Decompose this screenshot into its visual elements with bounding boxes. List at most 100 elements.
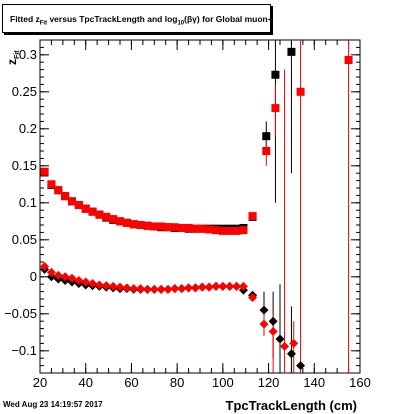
x-tick-label: 120: [258, 375, 280, 390]
data-point-diamond: [289, 338, 299, 348]
data-point-diamond: [177, 284, 187, 294]
data-point-diamond: [81, 277, 91, 287]
data-point-square: [54, 186, 63, 195]
data-point-diamond: [136, 284, 146, 294]
data-point-square: [177, 223, 186, 232]
data-point-square: [47, 180, 56, 189]
data-point-diamond: [211, 281, 221, 291]
data-point-diamond: [190, 283, 200, 293]
data-point-diamond: [115, 282, 125, 292]
data-point-square: [184, 223, 193, 232]
data-point-square: [116, 217, 124, 226]
data-point-square: [143, 221, 152, 230]
data-point-square: [271, 70, 280, 79]
y-tick-label: −0.1: [11, 343, 37, 358]
data-point-diamond: [268, 316, 278, 326]
data-point-diamond: [286, 349, 296, 359]
x-tick-label: 60: [124, 375, 138, 390]
chart-title: Fitted zFit versus TpcTrackLength and lo…: [10, 14, 273, 27]
data-point-square: [170, 223, 179, 232]
y-tick-label: 0.1: [19, 195, 37, 210]
data-point-square: [74, 201, 83, 210]
data-point-diamond: [156, 284, 166, 294]
data-point-diamond: [170, 284, 180, 294]
data-point-square: [102, 212, 111, 221]
y-tick-label: 0.05: [12, 232, 37, 247]
data-point-diamond: [184, 283, 194, 293]
data-point-diamond: [218, 281, 228, 291]
data-point-diamond: [238, 281, 248, 291]
data-point-square: [271, 104, 280, 113]
y-tick-label: 0.25: [12, 84, 37, 99]
data-point-square: [225, 226, 234, 235]
data-point-square: [218, 226, 227, 235]
data-point-diamond: [149, 284, 159, 294]
data-point-square: [344, 55, 353, 64]
x-tick-label: 80: [170, 375, 184, 390]
data-point-diamond: [129, 284, 139, 294]
data-point-square: [239, 226, 248, 235]
chart-title-box: Fitted zFit versus TpcTrackLength and lo…: [2, 4, 273, 33]
data-point-diamond: [259, 305, 269, 315]
data-point-diamond: [296, 361, 306, 371]
data-point-square: [95, 210, 104, 219]
data-point-diamond: [94, 280, 104, 290]
data-point-square: [205, 225, 214, 234]
data-point-diamond: [197, 282, 207, 292]
data-point-diamond: [248, 293, 258, 303]
data-point-square: [61, 192, 70, 201]
data-point-square: [109, 215, 118, 224]
data-point-diamond: [259, 319, 269, 329]
data-point-diamond: [101, 281, 111, 291]
data-point-square: [191, 224, 200, 233]
data-point-square: [212, 226, 220, 235]
data-point-square: [232, 226, 241, 235]
data-point-diamond: [74, 276, 84, 285]
y-tick-label: −0.05: [4, 306, 37, 321]
data-point-diamond: [163, 284, 173, 294]
footer-timestamp: Wed Aug 23 14:19:57 2017: [3, 400, 103, 409]
data-point-diamond: [108, 281, 118, 291]
x-tick-label: 20: [33, 375, 47, 390]
data-point-square: [136, 221, 145, 229]
data-point-square: [150, 222, 159, 231]
x-tick-label: 140: [303, 375, 325, 390]
data-point-square: [248, 212, 257, 221]
data-point-square: [157, 222, 166, 231]
data-point-diamond: [88, 278, 98, 288]
x-axis-label: TpcTrackLength (cm): [226, 398, 357, 413]
x-tick-label: 40: [78, 375, 92, 390]
data-point-diamond: [232, 281, 242, 291]
y-tick-label: 0.2: [19, 121, 37, 136]
data-point-square: [296, 87, 305, 96]
data-point-diamond: [280, 341, 290, 351]
data-point-square: [122, 218, 131, 227]
data-point-diamond: [67, 273, 77, 283]
data-point-square: [164, 223, 172, 232]
data-point-square: [287, 47, 296, 56]
data-point-square: [88, 207, 97, 216]
data-point-diamond: [40, 261, 50, 271]
data-point-diamond: [122, 283, 132, 293]
data-point-diamond: [225, 281, 235, 291]
data-point-diamond: [204, 282, 214, 292]
y-axis-label: zFit: [5, 50, 21, 65]
data-point-diamond: [275, 334, 285, 344]
data-point-square: [198, 224, 207, 233]
y-tick-label: 0: [30, 269, 37, 284]
data-point-square: [40, 167, 49, 176]
x-tick-label: 100: [212, 375, 234, 390]
data-point-diamond: [268, 327, 278, 337]
x-tick-label: 160: [349, 375, 371, 390]
data-point-diamond: [46, 267, 56, 277]
data-point-square: [81, 204, 90, 213]
data-point-square: [68, 197, 76, 206]
data-point-diamond: [60, 272, 70, 282]
data-point-square: [129, 220, 138, 229]
data-point-diamond: [142, 284, 152, 294]
y-tick-label: 0.15: [12, 158, 37, 173]
data-point-square: [262, 147, 271, 155]
y-tick-label: 0.3: [19, 47, 37, 62]
